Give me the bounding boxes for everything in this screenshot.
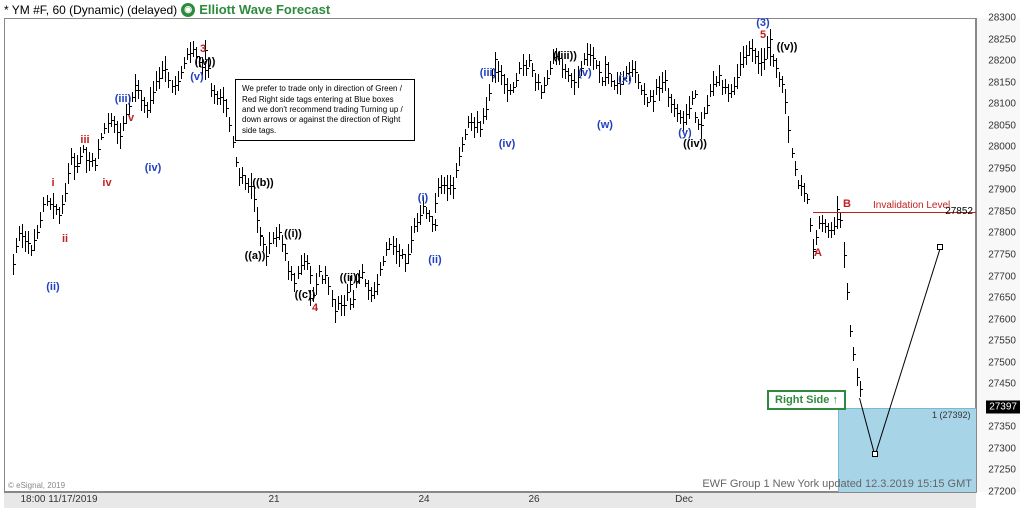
wave-label: 5 bbox=[760, 29, 766, 41]
y-tick-label: 27900 bbox=[988, 185, 1016, 196]
y-tick-label: 28200 bbox=[988, 56, 1016, 67]
blue-box-note: 1 (27392) bbox=[932, 410, 971, 420]
wave-label: ((ii)) bbox=[340, 272, 361, 284]
wave-label: ((c)) bbox=[295, 289, 316, 301]
y-tick-label: 28300 bbox=[988, 13, 1016, 24]
price-cursor: 27397 bbox=[986, 401, 1020, 414]
y-tick-label: 27200 bbox=[988, 487, 1016, 498]
wave-label: i bbox=[51, 177, 54, 189]
y-tick-label: 27350 bbox=[988, 422, 1016, 433]
x-tick-label: 24 bbox=[418, 494, 429, 505]
x-tick-label: 26 bbox=[528, 494, 539, 505]
y-tick-label: 28000 bbox=[988, 142, 1016, 153]
y-tick-label: 27250 bbox=[988, 465, 1016, 476]
copyright-label: © eSignal, 2019 bbox=[8, 481, 65, 490]
wave-label: 3 bbox=[200, 43, 206, 55]
y-tick-label: 27500 bbox=[988, 357, 1016, 368]
footer-update-text: EWF Group 1 New York updated 12.3.2019 1… bbox=[702, 478, 972, 490]
wave-label: ((i)) bbox=[284, 228, 302, 240]
y-tick-label: 27650 bbox=[988, 293, 1016, 304]
chart-header: * YM #F, 60 (Dynamic) (delayed) ◉ Elliot… bbox=[4, 2, 330, 17]
wave-label: v bbox=[128, 112, 134, 124]
wave-label: ((v)) bbox=[195, 56, 216, 68]
y-tick-label: 28100 bbox=[988, 99, 1016, 110]
wave-label: (ii) bbox=[46, 281, 59, 293]
wave-label: ((iii)) bbox=[553, 50, 577, 62]
y-axis: 2720027250273002735027400274502750027550… bbox=[976, 18, 1020, 492]
trading-guidance-box: We prefer to trade only in direction of … bbox=[235, 79, 415, 141]
wave-label: (ii) bbox=[428, 254, 441, 266]
y-tick-label: 27450 bbox=[988, 379, 1016, 390]
y-tick-label: 27600 bbox=[988, 314, 1016, 325]
y-tick-label: 27700 bbox=[988, 271, 1016, 282]
y-tick-label: 28050 bbox=[988, 120, 1016, 131]
y-tick-label: 27750 bbox=[988, 250, 1016, 261]
wave-label: (iii) bbox=[115, 93, 132, 105]
y-tick-label: 27300 bbox=[988, 443, 1016, 454]
chart-container: * YM #F, 60 (Dynamic) (delayed) ◉ Elliot… bbox=[0, 0, 1024, 512]
wave-label: ((v)) bbox=[777, 41, 798, 53]
y-tick-label: 28150 bbox=[988, 77, 1016, 88]
y-tick-label: 27950 bbox=[988, 163, 1016, 174]
x-axis: 18:00 11/17/2019 21 24 26 Dec bbox=[4, 492, 976, 508]
y-tick-label: 27850 bbox=[988, 206, 1016, 217]
wave-label: (v) bbox=[190, 71, 203, 83]
wave-label: A bbox=[814, 247, 822, 259]
x-tick-label: Dec bbox=[675, 494, 693, 505]
wave-label: iii bbox=[80, 134, 89, 146]
right-side-tag: Right Side ↑ bbox=[767, 390, 846, 410]
wave-label: B bbox=[843, 198, 851, 210]
wave-label: (w) bbox=[597, 119, 613, 131]
invalidation-label: Invalidation Level bbox=[873, 200, 950, 211]
wave-label: iv bbox=[102, 177, 111, 189]
x-tick-label: 21 bbox=[268, 494, 279, 505]
symbol-label: * YM #F, 60 (Dynamic) (delayed) bbox=[4, 3, 177, 17]
wave-label: ii bbox=[62, 233, 68, 245]
y-tick-label: 27800 bbox=[988, 228, 1016, 239]
invalidation-value: 27852 bbox=[945, 206, 973, 217]
y-tick-label: 27550 bbox=[988, 336, 1016, 347]
projection-marker bbox=[872, 451, 878, 457]
wave-label: (iii) bbox=[480, 67, 497, 79]
wave-label: 4 bbox=[312, 302, 318, 314]
wave-label: ((b)) bbox=[252, 177, 273, 189]
brand-name: Elliott Wave Forecast bbox=[199, 2, 330, 17]
wave-label: (iv) bbox=[499, 138, 516, 150]
y-tick-label: 28250 bbox=[988, 34, 1016, 45]
wave-label: (i) bbox=[418, 192, 428, 204]
x-tick-label: 18:00 11/17/2019 bbox=[20, 494, 97, 505]
wave-label: ((iv)) bbox=[683, 138, 707, 150]
wave-label: (v) bbox=[578, 67, 591, 79]
wave-label: (x) bbox=[618, 73, 631, 85]
projection-marker bbox=[937, 244, 943, 250]
chart-plot-area[interactable]: iii(ii)iiiiv(iii)v(iv)3((v))(v)((b))((a)… bbox=[4, 18, 976, 492]
wave-label: (3) bbox=[756, 17, 769, 29]
wave-label: ((a)) bbox=[245, 250, 266, 262]
up-arrow-icon: ↑ bbox=[832, 394, 838, 406]
brand-logo-icon: ◉ bbox=[181, 3, 195, 17]
wave-label: (iv) bbox=[145, 162, 162, 174]
